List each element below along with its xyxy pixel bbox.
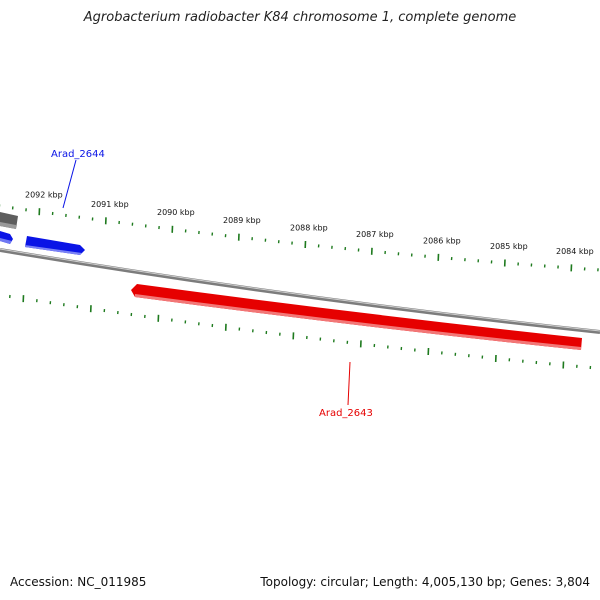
kbp-tick-label: 2089 kbp [223, 216, 261, 225]
map-title: Agrobacterium radiobacter K84 chromosome… [83, 10, 517, 25]
kbp-tick-label: 2088 kbp [290, 224, 328, 233]
kbp-tick-label: 2085 kbp [490, 242, 528, 251]
kbp-label-group: 2092 kbp 2091 kbp 2090 kbp 2089 kbp 2088 kbp… [25, 191, 594, 256]
accession-text: Accession: NC_011985 [10, 575, 147, 589]
gene-arrow-arad-2643[interactable] [131, 284, 582, 350]
kbp-tick-label: 2084 kbp [556, 247, 594, 256]
kbp-tick-label: 2092 kbp [25, 191, 63, 200]
kbp-tick-label: 2086 kbp [423, 236, 461, 245]
kbp-tick-label: 2087 kbp [356, 230, 394, 239]
label-leader-arad-2644 [62, 159, 77, 209]
gene-arrow-left-fragment[interactable] [0, 231, 13, 244]
gene-fragment-grey[interactable] [0, 212, 18, 229]
kbp-tick-label: 2091 kbp [91, 200, 129, 209]
gene-arrow-arad-2644[interactable] [25, 236, 85, 255]
inner-tick-track [9, 294, 592, 370]
chromosome-backbone [0, 248, 600, 334]
genome-summary-text: Topology: circular; Length: 4,005,130 bp… [260, 575, 590, 589]
kbp-tick-label: 2090 kbp [157, 208, 195, 217]
gene-label-arad-2643[interactable]: Arad_2643 [319, 408, 373, 419]
label-leader-arad-2643 [347, 361, 351, 406]
chromosome-backbone-highlight [0, 248, 600, 332]
outer-tick-track [0, 204, 599, 272]
gene-label-arad-2644[interactable]: Arad_2644 [51, 149, 105, 160]
